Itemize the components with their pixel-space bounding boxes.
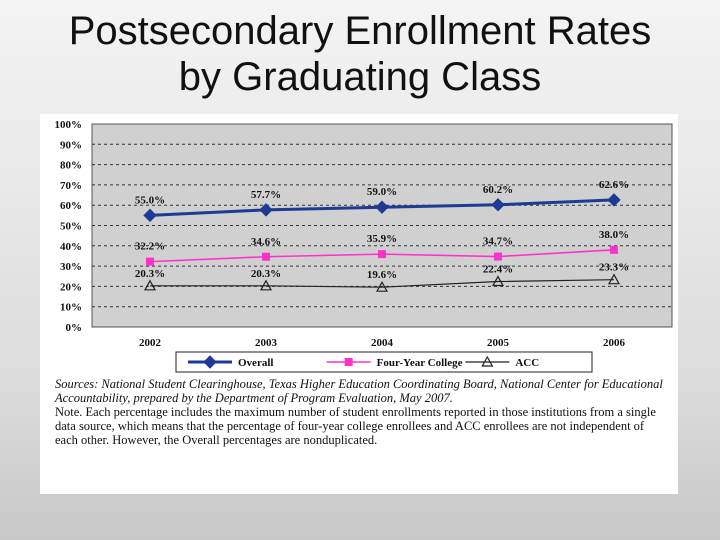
acc-point [607,273,621,285]
y-tick-label: 40% [60,241,82,253]
four-year-college-point [494,252,502,261]
slide-title-line2: by Graduating Class [178,55,542,99]
overall-point [491,198,505,212]
four-year-college-data-label: 34.6% [251,236,281,248]
acc-data-label: 20.3% [251,268,281,280]
y-tick-label: 50% [60,221,82,233]
overall-data-label: 60.2% [483,184,513,196]
four-year-college-data-label: 34.7% [483,236,513,248]
slide-title: Postsecondary Enrollment Rates by Gradua… [0,8,720,100]
overall-point [259,203,273,217]
x-tick-label: 2004 [371,337,394,349]
y-tick-label: 60% [60,200,82,212]
overall-point [375,200,389,214]
four-year-college-point [262,252,270,261]
overall-legend-label: Overall [238,357,273,369]
x-tick-label: 2003 [255,337,278,349]
acc-data-label: 22.4% [483,264,513,276]
four-year-college-point [378,250,386,259]
acc-point [259,279,273,291]
x-tick-label: 2005 [487,337,510,349]
y-tick-label: 80% [60,160,82,172]
four-year-college-data-label: 38.0% [599,229,629,241]
four-year-college-legend-marker [344,358,353,366]
acc-point [375,280,389,292]
four-year-college-data-label: 35.9% [367,233,397,245]
x-tick-label: 2002 [139,337,162,349]
y-tick-label: 20% [60,281,82,293]
overall-data-label: 55.0% [135,194,165,206]
methodology-note: Note. Each percentage includes the maxim… [55,405,656,447]
acc-data-label: 23.3% [599,262,629,274]
acc-legend-marker [481,355,494,367]
overall-point [143,208,157,223]
x-tick-label: 2006 [603,337,626,349]
acc-point [143,279,157,291]
acc-point [491,275,505,287]
overall-data-label: 57.7% [251,189,281,201]
four-year-college-point [146,257,154,266]
enrollment-line-chart: 0% 10% 20% 30% 40% 50% 60% 70% 80% 90% 100% 2002 200… [55,119,673,373]
overall-data-label: 59.0% [367,186,397,198]
overall-data-label: 62.6% [599,179,629,191]
four-year-college-data-label: 32.2% [135,241,165,253]
y-tick-label: 90% [60,139,82,151]
acc-data-label: 20.3% [135,268,165,280]
sources-note: Sources: National Student Clearinghouse,… [55,377,663,405]
slide-title-line1: Postsecondary Enrollment Rates [68,9,652,53]
overall-point [607,193,621,207]
four-year-college-legend-label: Four-Year College [377,357,463,369]
y-tick-label: 0% [66,322,83,334]
overall-legend-marker [203,355,217,369]
acc-series-line [150,279,615,288]
chart-footnote: Sources: National Student Clearinghouse,… [55,377,665,447]
y-tick-label: 30% [60,261,82,273]
acc-legend-label: ACC [515,357,539,369]
y-tick-label: 70% [60,180,82,192]
y-tick-label: 10% [60,302,82,314]
y-tick-label: 100% [55,119,83,131]
four-year-college-point [610,245,618,254]
chart-figure: 0% 10% 20% 30% 40% 50% 60% 70% 80% 90% 100% 2002 200… [40,114,678,494]
acc-data-label: 19.6% [367,269,397,281]
